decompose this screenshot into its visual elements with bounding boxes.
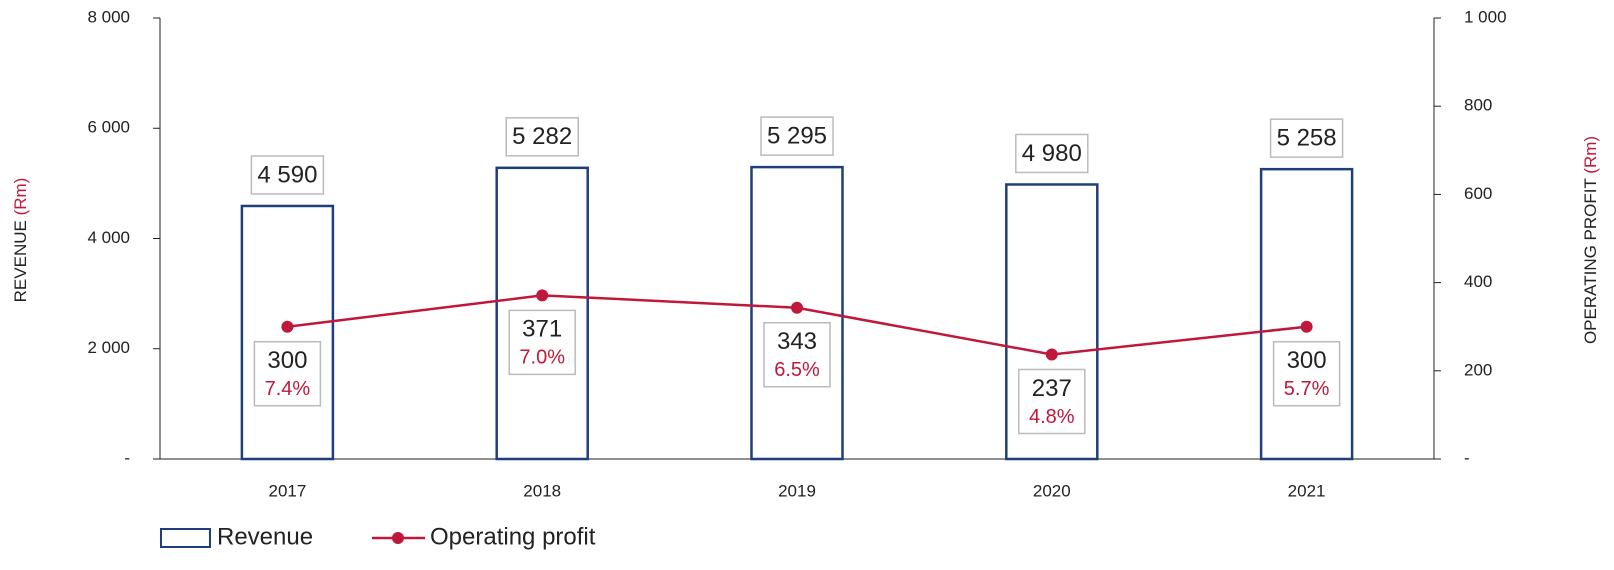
point-label-box bbox=[763, 321, 831, 388]
y2-label-text: OPERATING PROFIT bbox=[1581, 178, 1600, 344]
legend-swatch bbox=[160, 528, 211, 548]
point-label-box bbox=[1272, 340, 1341, 407]
y-axis-label: REVENUE (Rm) bbox=[11, 178, 30, 303]
line-point bbox=[791, 301, 803, 314]
y-tick-label: 6 000 bbox=[87, 118, 130, 137]
point-label: 300 bbox=[1287, 347, 1327, 374]
margin-label: 4.8% bbox=[1029, 406, 1075, 428]
line-point bbox=[536, 289, 549, 302]
bar-label-box bbox=[1269, 118, 1344, 158]
point-label-box bbox=[508, 309, 576, 376]
bar-label-box bbox=[250, 155, 325, 195]
point-label: 300 bbox=[267, 347, 307, 374]
y2-tick-label: 1 000 bbox=[1464, 7, 1507, 26]
y2-tick-label: 600 bbox=[1464, 184, 1492, 203]
bar-label-box bbox=[760, 116, 834, 156]
y2-tick-label: 800 bbox=[1464, 96, 1492, 115]
bar-label-box bbox=[1015, 133, 1089, 174]
margin-label: 6.5% bbox=[774, 359, 820, 381]
point-label: 371 bbox=[522, 316, 562, 343]
y2-axis-label: OPERATING PROFIT (Rm) bbox=[1581, 136, 1600, 344]
y-tick-label: 2 000 bbox=[87, 338, 130, 357]
x-tick-label: 2019 bbox=[778, 481, 816, 500]
y-label-unit: (Rm) bbox=[11, 178, 30, 216]
bar-label: 5 295 bbox=[767, 122, 827, 149]
legend-label: Operating profit bbox=[430, 523, 596, 550]
y-label-text: REVENUE bbox=[11, 220, 30, 302]
bar-label: 5 282 bbox=[512, 123, 572, 150]
point-label-box bbox=[253, 340, 322, 407]
bar bbox=[1259, 167, 1354, 461]
margin-label: 7.4% bbox=[265, 378, 311, 400]
y2-tick-label: 400 bbox=[1464, 272, 1492, 291]
point-label: 343 bbox=[777, 328, 817, 355]
x-tick-label: 2017 bbox=[268, 481, 306, 500]
bar-label: 4 980 bbox=[1022, 140, 1082, 167]
line-point bbox=[1045, 348, 1058, 361]
margin-label: 5.7% bbox=[1284, 378, 1330, 400]
y-tick-label: 4 000 bbox=[87, 228, 130, 247]
legend-marker bbox=[392, 532, 404, 544]
y2-tick-label: 200 bbox=[1464, 360, 1492, 379]
bar-label: 4 590 bbox=[257, 161, 317, 188]
margin-label: 7.0% bbox=[519, 347, 565, 369]
x-tick-label: 2020 bbox=[1033, 481, 1071, 500]
y2-label-unit: (Rm) bbox=[1581, 136, 1600, 174]
y-tick-label: 8 000 bbox=[87, 7, 130, 26]
line-point bbox=[1300, 320, 1313, 333]
bar-label-box bbox=[505, 117, 579, 157]
legend-label: Revenue bbox=[217, 523, 313, 550]
line-point bbox=[281, 320, 294, 333]
y-tick-label: - bbox=[124, 448, 130, 467]
point-label-box bbox=[1018, 368, 1086, 435]
x-tick-label: 2021 bbox=[1288, 481, 1326, 500]
x-tick-label: 2018 bbox=[523, 481, 561, 500]
point-label: 237 bbox=[1032, 375, 1072, 402]
y2-tick-label: - bbox=[1464, 448, 1470, 467]
bar-label: 5 258 bbox=[1277, 124, 1337, 151]
